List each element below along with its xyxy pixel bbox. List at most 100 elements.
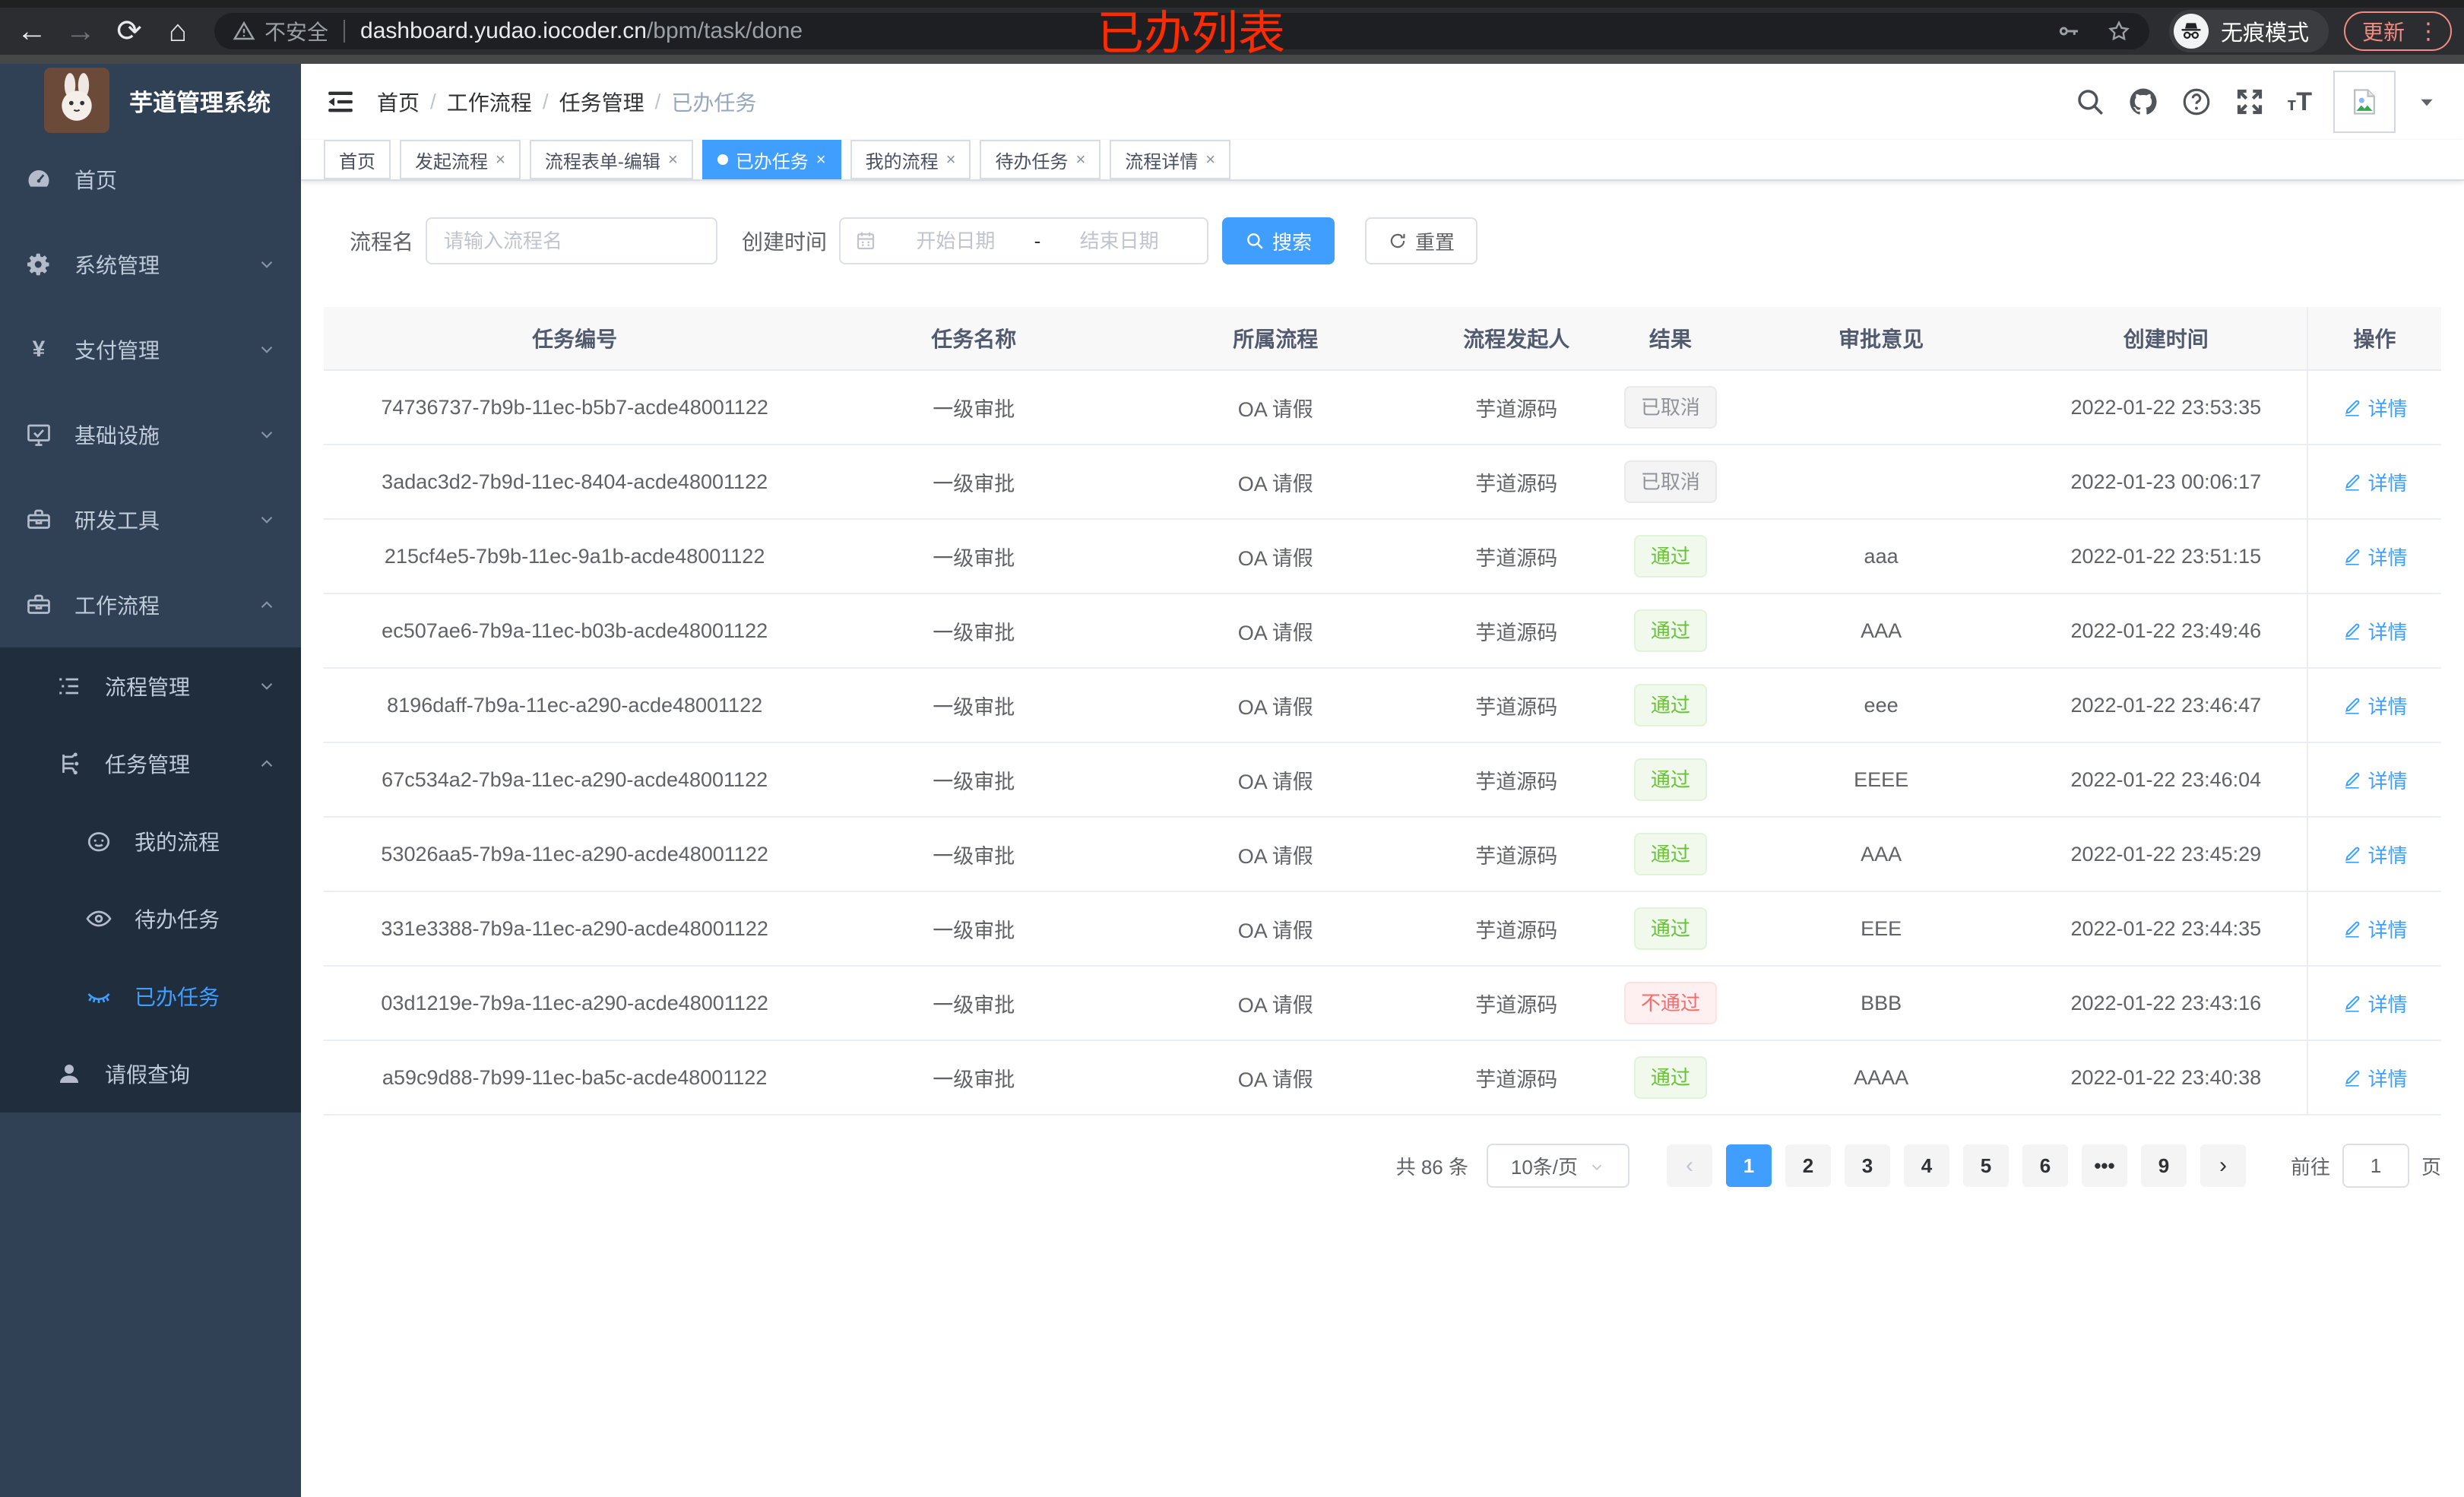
fullscreen-icon[interactable] [2234, 86, 2266, 118]
update-label: 更新 [2361, 21, 2405, 44]
search-icon[interactable] [2074, 86, 2106, 118]
sidebar-item-done-task[interactable]: 已办任务 [0, 957, 301, 1035]
sidebar-item-infra[interactable]: 基础设施 [0, 392, 301, 477]
process-name-input[interactable] [427, 219, 716, 263]
sidebar-item-leave-query[interactable]: 请假查询 [0, 1035, 301, 1112]
tab-close-icon[interactable]: × [667, 150, 678, 169]
browser-chrome: ← → ⟳ ⌂ 不安全 dashboard.yudao.iocoder.cn /… [0, 0, 2464, 64]
prev-page-button[interactable]: ‹ [1666, 1144, 1712, 1187]
browser-update-button[interactable]: 更新 ⋮ [2343, 11, 2452, 51]
tab-start-process[interactable]: 发起流程 × [400, 140, 521, 179]
tab-close-icon[interactable]: × [1205, 150, 1216, 169]
cell-starter: 芋道源码 [1475, 993, 1558, 1017]
active-tab-dot [717, 154, 728, 165]
create-time-range-picker[interactable]: - [839, 217, 1208, 264]
sidebar-item-devtools[interactable]: 研发工具 [0, 477, 301, 562]
sidebar-item-payment[interactable]: ¥ 支付管理 [0, 307, 301, 392]
font-size-icon[interactable]: тT [2287, 87, 2312, 116]
start-date-input[interactable] [882, 219, 1030, 263]
help-icon[interactable] [2181, 86, 2212, 118]
sidebar-item-label: 支付管理 [74, 339, 160, 362]
cell-comment: aaa [1864, 544, 1899, 568]
sidebar-item-workflow[interactable]: 工作流程 [0, 562, 301, 647]
tab-done-task[interactable]: 已办任务 × [702, 140, 841, 179]
page-button-4[interactable]: 4 [1903, 1144, 1949, 1187]
browser-home-icon[interactable]: ⌂ [168, 14, 188, 48]
process-name-field[interactable] [426, 217, 717, 264]
goto-page-input[interactable] [2342, 1144, 2409, 1188]
cell-task-name: 一级审批 [933, 1068, 1015, 1091]
tab-form-edit[interactable]: 流程表单-编辑 × [529, 140, 693, 179]
cell-starter: 芋道源码 [1475, 472, 1558, 495]
breadcrumb-workflow[interactable]: 工作流程 [446, 91, 532, 115]
tab-todo-task[interactable]: 待办任务 × [980, 140, 1101, 179]
page-button-3[interactable]: 3 [1844, 1144, 1890, 1187]
cell-comment [1737, 371, 2025, 444]
address-bar[interactable]: 不安全 dashboard.yudao.iocoder.cn /bpm/task… [214, 13, 2149, 49]
detail-button[interactable]: 详情 [2342, 915, 2408, 943]
reset-button[interactable]: 重置 [1365, 217, 1478, 264]
browser-reload-icon[interactable]: ⟳ [116, 14, 142, 48]
detail-button[interactable]: 详情 [2342, 468, 2408, 496]
avatar[interactable] [2333, 71, 2396, 133]
more-pages-icon[interactable]: ••• [2081, 1144, 2127, 1187]
tab-close-icon[interactable]: × [1075, 150, 1086, 169]
sidebar-logo[interactable]: 芋道管理系统 [0, 64, 301, 137]
detail-button[interactable]: 详情 [2342, 394, 2408, 422]
browser-forward-icon[interactable]: → [65, 14, 96, 48]
tab-my-process[interactable]: 我的流程 × [850, 140, 971, 179]
avatar-caret-icon[interactable] [2417, 92, 2437, 112]
tab-close-icon[interactable]: × [496, 150, 505, 169]
key-icon[interactable] [2057, 19, 2081, 43]
chevron-down-icon [257, 340, 277, 359]
column-header: 操作 [2307, 307, 2441, 369]
cell-created-time: 2022-01-22 23:49:46 [2070, 619, 2262, 642]
sidebar-item-label: 已办任务 [135, 986, 220, 1009]
cell-task-id: 03d1219e-7b9a-11ec-a290-acde48001122 [381, 991, 768, 1014]
detail-button[interactable]: 详情 [2342, 989, 2408, 1018]
next-page-button[interactable]: › [2200, 1144, 2246, 1187]
sidebar-item-my-process[interactable]: 我的流程 [0, 802, 301, 880]
bookmark-star-icon[interactable] [2107, 19, 2131, 43]
column-header: 结果 [1648, 328, 1692, 351]
tab-close-icon[interactable]: × [816, 150, 826, 169]
cell-process: OA 请假 [1237, 844, 1313, 868]
page-size-select[interactable]: 10条/页 [1486, 1144, 1629, 1188]
page-button-5[interactable]: 5 [1962, 1144, 2009, 1187]
page-button-6[interactable]: 6 [2022, 1144, 2068, 1187]
page-button-1[interactable]: 1 [1725, 1144, 1772, 1187]
cell-comment: AAAA [1854, 1065, 1909, 1089]
tab-close-icon[interactable]: × [945, 150, 956, 169]
detail-button[interactable]: 详情 [2342, 1064, 2408, 1092]
detail-button[interactable]: 详情 [2342, 692, 2408, 720]
browser-menu-icon[interactable]: ⋮ [2417, 18, 2440, 44]
end-date-input[interactable] [1045, 219, 1193, 263]
breadcrumb-home[interactable]: 首页 [377, 91, 420, 115]
sidebar-item-process-mgmt[interactable]: 流程管理 [0, 647, 301, 725]
security-label[interactable]: 不安全 [264, 21, 329, 44]
github-icon[interactable] [2127, 86, 2159, 118]
sidebar-item-todo-task[interactable]: 待办任务 [0, 880, 301, 957]
detail-button[interactable]: 详情 [2342, 766, 2408, 794]
result-badge: 通过 [1633, 609, 1707, 652]
page-button-9[interactable]: 9 [2140, 1144, 2187, 1187]
detail-button[interactable]: 详情 [2342, 840, 2408, 869]
tab-process-detail[interactable]: 流程详情 × [1110, 140, 1231, 179]
detail-button[interactable]: 详情 [2342, 543, 2408, 571]
sidebar-item-task-mgmt[interactable]: 任务管理 [0, 725, 301, 802]
tab-home[interactable]: 首页 [324, 140, 391, 179]
sidebar-item-label: 待办任务 [135, 908, 220, 932]
cell-created-time: 2022-01-22 23:45:29 [2070, 842, 2262, 866]
sidebar-item-system[interactable]: 系统管理 [0, 222, 301, 307]
filter-form: 流程名 创建时间 - 搜索 重置 [324, 217, 2441, 264]
sidebar-fold-icon[interactable] [324, 87, 357, 117]
search-button[interactable]: 搜索 [1222, 217, 1335, 264]
url-path: /bpm/task/done [646, 18, 803, 43]
user-icon [55, 1060, 83, 1087]
browser-back-icon[interactable]: ← [17, 14, 47, 48]
detail-label: 详情 [2367, 695, 2408, 718]
sidebar-item-home[interactable]: 首页 [0, 137, 301, 222]
page-button-2[interactable]: 2 [1785, 1144, 1831, 1187]
breadcrumb-task-mgmt[interactable]: 任务管理 [559, 91, 645, 115]
detail-button[interactable]: 详情 [2342, 617, 2408, 645]
